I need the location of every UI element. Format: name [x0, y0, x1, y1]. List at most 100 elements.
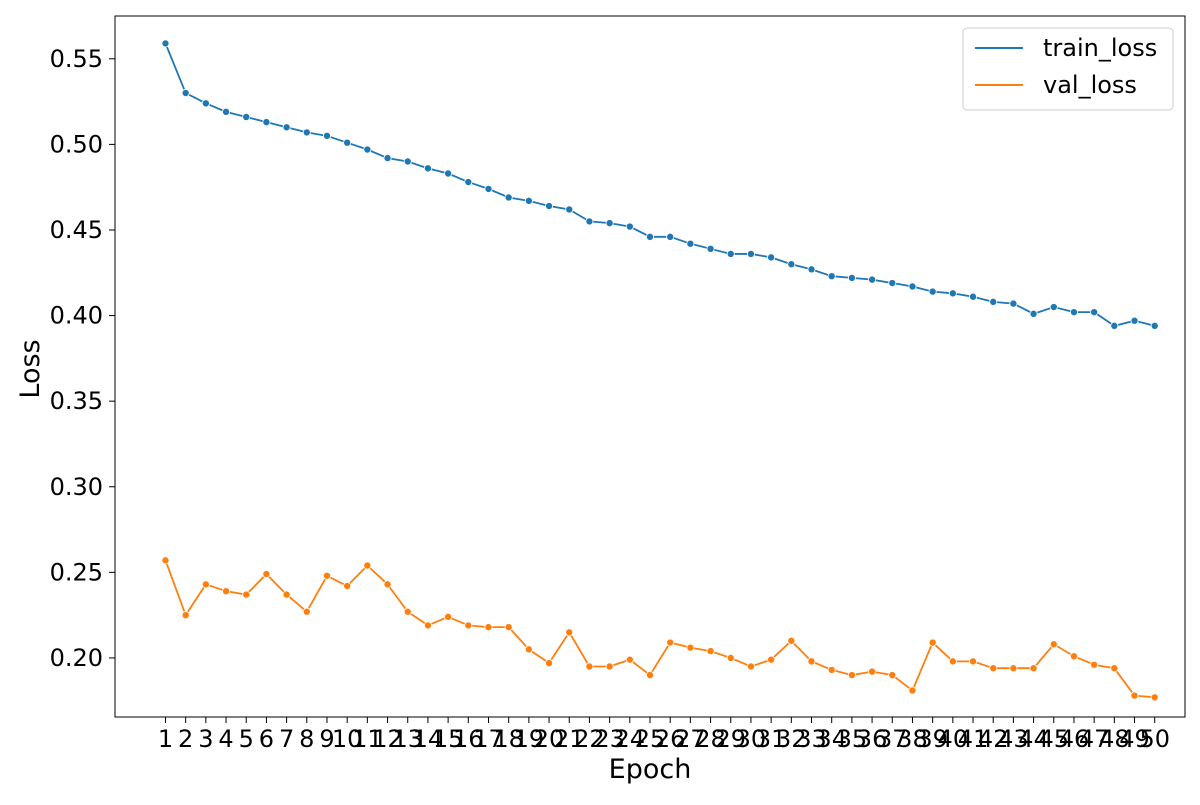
x-tick-label: 33: [796, 725, 827, 753]
data-point-train-loss: [969, 292, 978, 301]
data-point-val-loss: [464, 621, 473, 630]
y-tick-label: 0.35: [50, 387, 103, 415]
data-point-train-loss: [767, 253, 776, 262]
x-axis-ticks: 1 2 3 4 5 6 7 8 91011121314151617181920212223242…: [158, 717, 1170, 753]
data-point-train-loss: [868, 275, 877, 284]
legend-label-val-loss: val_loss: [1043, 71, 1137, 99]
x-tick-label: 4: [218, 725, 233, 753]
x-tick-label: 49: [1119, 725, 1150, 753]
data-point-train-loss: [585, 217, 594, 226]
data-point-val-loss: [1150, 693, 1159, 702]
data-point-val-loss: [585, 662, 594, 671]
series-line-val-loss: [164, 560, 1155, 699]
x-tick-label: 37: [877, 725, 908, 753]
y-tick-label: 0.50: [50, 130, 103, 158]
x-tick-label: 22: [574, 725, 605, 753]
data-point-val-loss: [686, 643, 695, 652]
data-point-train-loss: [827, 272, 836, 281]
data-point-val-loss: [322, 571, 331, 580]
data-point-val-loss: [181, 611, 190, 620]
data-point-val-loss: [1090, 660, 1099, 669]
x-tick-label: 46: [1059, 725, 1090, 753]
x-tick-label: 31: [756, 725, 787, 753]
data-point-train-loss: [343, 138, 352, 147]
x-tick-label: 44: [1018, 725, 1049, 753]
x-tick-label: 10: [332, 725, 363, 753]
data-point-train-loss: [1130, 316, 1139, 325]
data-point-val-loss: [161, 556, 170, 565]
data-point-val-loss: [222, 587, 231, 596]
data-point-train-loss: [484, 184, 493, 193]
x-tick-label: 15: [433, 725, 464, 753]
x-tick-label: 39: [917, 725, 948, 753]
x-tick-label: 47: [1079, 725, 1110, 753]
x-tick-label: 16: [453, 725, 484, 753]
data-point-val-loss: [787, 636, 796, 645]
data-point-train-loss: [1029, 309, 1038, 318]
data-point-train-loss: [262, 118, 271, 127]
data-point-val-loss: [1009, 664, 1018, 673]
y-tick-label: 0.55: [50, 45, 103, 73]
x-tick-label: 34: [816, 725, 847, 753]
x-tick-label: 17: [473, 725, 504, 753]
data-point-train-loss: [403, 157, 412, 166]
data-point-train-loss: [444, 169, 453, 178]
data-point-val-loss: [908, 686, 917, 695]
x-tick-label: 2: [178, 725, 193, 753]
data-point-val-loss: [948, 657, 957, 666]
data-point-train-loss: [746, 249, 755, 258]
data-point-val-loss: [847, 671, 856, 680]
x-tick-label: 3: [198, 725, 213, 753]
data-point-train-loss: [1110, 321, 1119, 330]
data-point-train-loss: [1049, 303, 1058, 312]
data-point-val-loss: [1110, 664, 1119, 673]
y-tick-label: 0.40: [50, 302, 103, 330]
data-point-train-loss: [807, 265, 816, 274]
data-point-val-loss: [646, 671, 655, 680]
x-tick-label: 1: [158, 725, 173, 753]
data-point-train-loss: [504, 193, 513, 202]
x-tick-label: 38: [897, 725, 928, 753]
x-tick-label: 50: [1139, 725, 1170, 753]
data-point-train-loss: [222, 107, 231, 116]
data-point-val-loss: [1029, 664, 1038, 673]
data-point-val-loss: [423, 621, 432, 630]
x-tick-label: 9: [319, 725, 334, 753]
data-point-val-loss: [767, 655, 776, 664]
x-tick-label: 29: [715, 725, 746, 753]
data-point-val-loss: [666, 638, 675, 647]
x-tick-label: 43: [998, 725, 1029, 753]
data-point-val-loss: [363, 561, 372, 570]
data-point-val-loss: [504, 623, 513, 632]
data-point-train-loss: [464, 178, 473, 187]
data-point-train-loss: [787, 260, 796, 269]
x-tick-label: 18: [493, 725, 524, 753]
data-point-train-loss: [646, 232, 655, 241]
y-tick-label: 0.45: [50, 216, 103, 244]
data-point-train-loss: [686, 239, 695, 248]
x-tick-label: 11: [352, 725, 383, 753]
data-point-train-loss: [908, 282, 917, 291]
data-point-val-loss: [444, 612, 453, 621]
x-tick-label: 13: [392, 725, 423, 753]
data-point-val-loss: [343, 582, 352, 591]
data-point-val-loss: [383, 580, 392, 589]
data-point-val-loss: [888, 671, 897, 680]
x-tick-label: 14: [413, 725, 444, 753]
x-axis-label: Epoch: [609, 754, 692, 785]
data-point-train-loss: [1090, 308, 1099, 317]
data-point-train-loss: [888, 279, 897, 288]
data-point-val-loss: [807, 657, 816, 666]
data-point-val-loss: [868, 667, 877, 676]
data-point-val-loss: [989, 664, 998, 673]
data-point-val-loss: [242, 590, 251, 599]
data-point-val-loss: [403, 607, 412, 616]
y-axis-ticks: 0.20 0.25 0.30 0.35 0.40 0.45 0.50 0.55: [50, 45, 115, 672]
x-tick-label: 32: [776, 725, 807, 753]
data-point-val-loss: [928, 638, 937, 647]
data-point-train-loss: [948, 289, 957, 298]
x-tick-label: 27: [675, 725, 706, 753]
data-point-val-loss: [706, 647, 715, 656]
data-point-train-loss: [847, 273, 856, 282]
